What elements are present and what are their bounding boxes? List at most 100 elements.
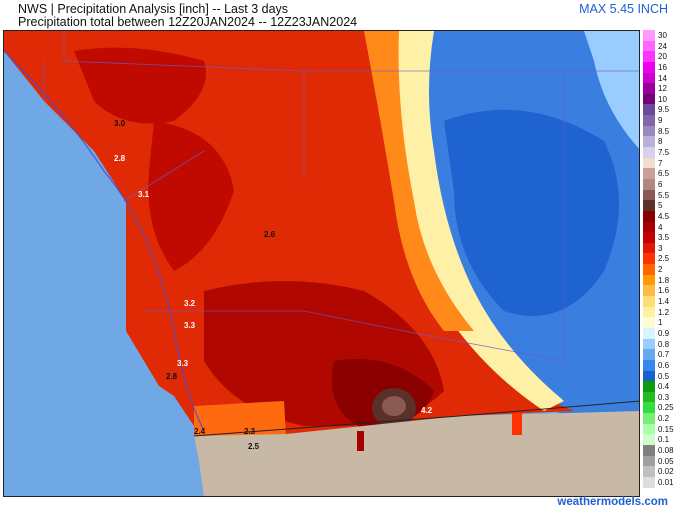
legend-label: 0.1 (658, 435, 670, 445)
legend-entry: 0.01 (643, 476, 680, 488)
legend-swatch (643, 370, 655, 382)
legend-entry: 0.5 (643, 370, 680, 382)
legend-label: 0.3 (658, 392, 670, 402)
legend-entry: 0.9 (643, 327, 680, 339)
legend-label: 1.6 (658, 286, 670, 296)
legend-entry: 12 (643, 83, 680, 94)
legend-entry: 0.3 (643, 391, 680, 403)
legend-label: 6 (658, 179, 663, 189)
legend-swatch (643, 40, 655, 52)
legend-label: 3.5 (658, 233, 670, 243)
legend-label: 7 (658, 158, 663, 168)
legend-entry: 3 (643, 242, 680, 254)
legend-label: 3 (658, 243, 663, 253)
legend-label: 14 (658, 73, 667, 83)
legend-swatch (643, 285, 655, 297)
legend-entry: 7.5 (643, 147, 680, 158)
legend-entry: 5 (643, 200, 680, 211)
legend-swatch (643, 147, 655, 158)
value-label: 2.4 (194, 427, 206, 436)
legend-label: 7.5 (658, 148, 670, 158)
legend-entry: 14 (643, 72, 680, 84)
legend-label: 0.7 (658, 350, 670, 360)
legend-swatch (643, 93, 655, 105)
map-title: NWS | Precipitation Analysis [inch] -- L… (18, 2, 289, 16)
precipitation-map: 3.0 2.8 3.1 2.6 3.2 3.3 3.3 2.8 2.4 2.3 … (3, 30, 640, 497)
legend-entry: 4 (643, 221, 680, 233)
river-line (4, 50, 205, 432)
legend-entry: 0.1 (643, 434, 680, 445)
legend-label: 12 (658, 84, 667, 94)
legend-swatch (643, 264, 655, 275)
legend-entry: 1.6 (643, 285, 680, 297)
credit-link[interactable]: weathermodels.com (557, 496, 668, 508)
legend-swatch (643, 168, 655, 179)
value-label: 4.2 (421, 406, 433, 415)
legend-swatch (643, 61, 655, 73)
legend-entry: 1.8 (643, 274, 680, 286)
legend-swatch (643, 157, 655, 169)
value-label: 3.0 (114, 119, 126, 128)
legend-label: 8 (658, 137, 663, 147)
legend-entry: 7 (643, 157, 680, 169)
legend-label: 0.5 (658, 371, 670, 381)
legend-entry: 1.2 (643, 306, 680, 318)
value-label: 3.3 (177, 359, 189, 368)
legend-label: 5.5 (658, 190, 670, 200)
value-labels: 3.0 2.8 3.1 2.6 3.2 3.3 3.3 2.8 2.4 2.3 … (114, 119, 433, 451)
legend-label: 0.05 (658, 456, 674, 466)
legend-entry: 10 (643, 93, 680, 105)
legend-swatch (643, 242, 655, 254)
legend-label: 4 (658, 222, 663, 232)
legend-label: 0.01 (658, 477, 674, 487)
legend-label: 2 (658, 265, 663, 275)
legend-entry: 6.5 (643, 168, 680, 179)
legend-swatch (643, 455, 655, 467)
legend-entry: 8.5 (643, 125, 680, 137)
value-label: 3.1 (138, 190, 150, 199)
legend-swatch (643, 200, 655, 211)
value-label: 2.3 (244, 427, 256, 436)
mexico-land (194, 411, 639, 496)
color-legend: 30 24 20 16 14 12 10 9.5 9 8.5 8 7.5 7 6.5 6 5.5 5 4.5 4 3.… (643, 30, 680, 488)
legend-label: 0.6 (658, 360, 670, 370)
legend-label: 30 (658, 31, 667, 40)
legend-label: 1.8 (658, 275, 670, 285)
legend-swatch (643, 349, 655, 360)
legend-swatch (643, 476, 655, 488)
legend-label: 0.9 (658, 328, 670, 338)
legend-swatch (643, 434, 655, 445)
legend-swatch (643, 115, 655, 126)
legend-label: 0.4 (658, 382, 670, 392)
value-label: 2.8 (114, 154, 126, 163)
legend-swatch (643, 83, 655, 94)
legend-swatch (643, 423, 655, 435)
legend-entry: 3.5 (643, 232, 680, 243)
legend-swatch (643, 189, 655, 201)
map-subtitle: Precipitation total between 12Z20JAN2024… (18, 15, 358, 29)
legend-entry: 0.7 (643, 349, 680, 360)
heavy-precip-region (4, 31, 574, 436)
legend-entry: 0.8 (643, 338, 680, 350)
legend-swatch (643, 327, 655, 339)
legend-entry: 2.5 (643, 253, 680, 265)
legend-entry: 30 (643, 30, 680, 41)
legend-entry: 1.4 (643, 296, 680, 307)
legend-label: 0.8 (658, 339, 670, 349)
legend-entry: 0.2 (643, 413, 680, 424)
legend-swatch (643, 232, 655, 243)
legend-label: 0.2 (658, 414, 670, 424)
legend-label: 9.5 (658, 105, 670, 115)
value-label: 2.5 (248, 442, 260, 451)
legend-entry: 0.15 (643, 423, 680, 435)
value-label: 2.6 (264, 230, 276, 239)
legend-entry: 24 (643, 40, 680, 52)
border-line (193, 400, 639, 437)
legend-entry: 0.02 (643, 466, 680, 477)
legend-swatch (643, 221, 655, 233)
legend-label: 0.08 (658, 445, 674, 455)
legend-label: 2.5 (658, 254, 670, 264)
legend-swatch (643, 317, 655, 328)
legend-swatch (643, 136, 655, 148)
legend-swatch (643, 178, 655, 190)
